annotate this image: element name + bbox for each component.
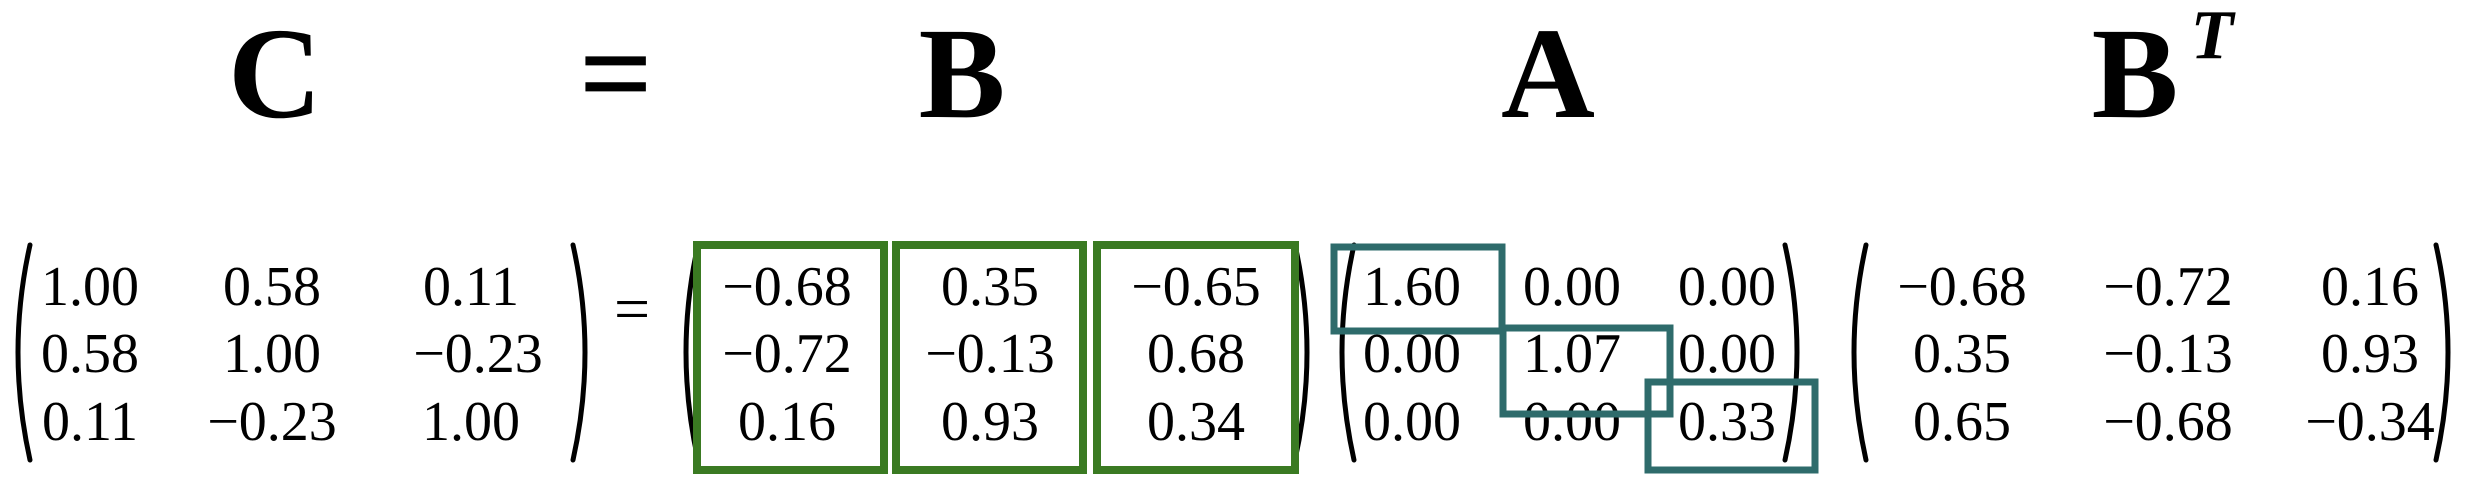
matrix-cell: 0.00	[1678, 323, 1776, 385]
matrix-cell: 0.35	[941, 256, 1039, 318]
matrix-cell: 0.11	[423, 256, 519, 318]
heading-bt: B	[2092, 2, 2179, 146]
matrix-cell: 1.00	[223, 323, 321, 385]
matrix-cell: 0.33	[1678, 391, 1776, 453]
matrix-cell: −0.13	[2103, 323, 2233, 385]
matrix-cell: 0.16	[738, 391, 836, 453]
heading-a: A	[1501, 2, 1595, 146]
matrix-bt: −0.68 −0.72 0.16 0.35 −0.13 0.93 0.65 −0…	[1897, 256, 2435, 453]
matrix-a: 1.60 0.00 0.00 0.00 1.07 0.00 0.00 0.00 …	[1363, 256, 1776, 453]
matrix-cell: 0.34	[1147, 391, 1245, 453]
matrix-cell: 0.00	[1678, 256, 1776, 318]
matrix-cell: 0.35	[1913, 323, 2011, 385]
matrix-cell: 0.16	[2321, 256, 2419, 318]
matrix-cell: −0.65	[1131, 256, 1261, 318]
matrix-cell: 1.00	[422, 391, 520, 453]
matrix-cell: 0.65	[1913, 391, 2011, 453]
paren-bt-left	[1854, 245, 1866, 460]
matrix-cell: 0.93	[941, 391, 1039, 453]
matrix-cell: 0.11	[42, 391, 138, 453]
matrix-cell: 0.93	[2321, 323, 2419, 385]
heading-c: C	[228, 2, 322, 146]
matrix-cell: 0.00	[1363, 391, 1461, 453]
matrix-cell: −0.23	[207, 391, 337, 453]
matrix-cell: −0.72	[2103, 256, 2233, 318]
matrix-cell: −0.23	[413, 323, 543, 385]
matrix-cell: 0.58	[41, 323, 139, 385]
matrix-c: 1.00 0.58 0.11 0.58 1.00 −0.23 0.11 −0.2…	[41, 256, 543, 453]
matrix-cell: 0.68	[1147, 323, 1245, 385]
matrix-cell: −0.68	[1897, 256, 2027, 318]
matrix-cell: 1.60	[1363, 256, 1461, 318]
paren-c-left	[18, 245, 30, 460]
matrix-cell: 0.00	[1523, 256, 1621, 318]
equation-equals: =	[614, 273, 650, 344]
matrix-cell: −0.68	[2103, 391, 2233, 453]
paren-bt-right	[2436, 245, 2448, 460]
matrix-cell: −0.68	[722, 256, 852, 318]
matrix-cell: 1.07	[1523, 323, 1621, 385]
matrix-cell: −0.34	[2305, 391, 2435, 453]
paren-a-left	[1342, 245, 1354, 460]
heading-bt-superscript: T	[2191, 0, 2237, 74]
matrix-cell: 0.58	[223, 256, 321, 318]
matrix-cell: −0.13	[925, 323, 1055, 385]
paren-a-right	[1785, 245, 1797, 460]
paren-c-right	[573, 245, 585, 460]
matrix-cell: 0.00	[1523, 391, 1621, 453]
matrix-cell: −0.72	[722, 323, 852, 385]
matrix-cell: 1.00	[41, 256, 139, 318]
heading-b: B	[919, 2, 1006, 146]
heading-equals: =	[579, 2, 653, 146]
matrix-b: −0.68 0.35 −0.65 −0.72 −0.13 0.68 0.16 0…	[722, 256, 1261, 453]
